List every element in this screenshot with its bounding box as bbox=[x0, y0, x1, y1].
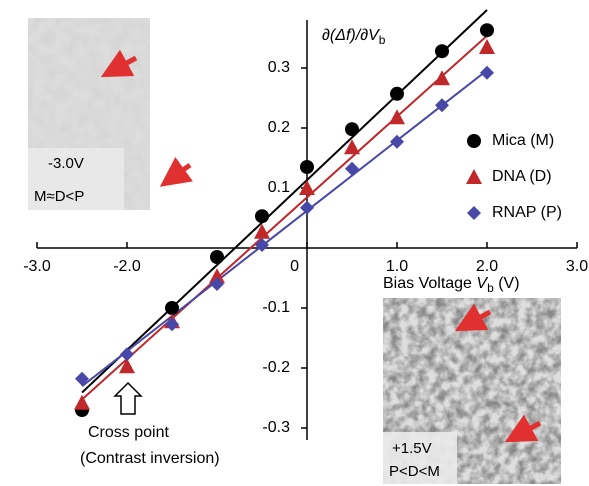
data-point bbox=[255, 238, 269, 252]
y-tick-label: 0.1 bbox=[268, 179, 290, 196]
data-point bbox=[390, 86, 404, 101]
cross-point-arrow bbox=[113, 381, 143, 415]
x-axis-title: Bias Voltage Vb (V) bbox=[383, 275, 520, 295]
fit-line bbox=[81, 34, 488, 401]
legend-marker bbox=[466, 169, 482, 184]
x-axis-title-part: (V) bbox=[494, 275, 520, 292]
y-tick-label: 0.3 bbox=[268, 59, 290, 76]
legend-marker bbox=[467, 134, 481, 148]
data-point bbox=[254, 223, 270, 239]
inset-voltage: -3.0V bbox=[48, 155, 84, 172]
data-point bbox=[344, 139, 360, 155]
data-point bbox=[480, 65, 494, 80]
x-axis-title-part: b bbox=[487, 281, 494, 295]
inset-order: M≈D<P bbox=[34, 188, 84, 205]
data-point bbox=[165, 301, 179, 315]
data-point bbox=[389, 109, 405, 125]
y-tick-label: -0.3 bbox=[262, 419, 290, 436]
data-point bbox=[345, 122, 359, 137]
legend-label: DNA (D) bbox=[492, 168, 552, 185]
fit-line bbox=[81, 69, 488, 388]
data-point bbox=[255, 209, 269, 224]
data-point bbox=[209, 268, 225, 284]
afm-inset: +1.5V P<D<M bbox=[383, 298, 561, 484]
data-point bbox=[75, 371, 89, 386]
x-axis-title-part: V bbox=[476, 275, 488, 292]
fit-line bbox=[81, 9, 488, 394]
data-point bbox=[120, 347, 134, 362]
data-point bbox=[435, 98, 449, 113]
data-point bbox=[210, 277, 224, 291]
annotation: Cross point bbox=[88, 424, 169, 441]
inset-order: P<D<M bbox=[389, 463, 440, 480]
x-tick-label: -2.0 bbox=[113, 258, 141, 275]
legend-label: RNAP (P) bbox=[492, 204, 562, 221]
x-tick-label: 1.0 bbox=[386, 258, 408, 275]
legend-label: Mica (M) bbox=[492, 132, 554, 149]
inset-voltage: +1.5V bbox=[392, 440, 432, 457]
y-axis-title: ∂(Δf)/∂Vb bbox=[322, 27, 386, 47]
y-axis-title-main: ∂(Δf)/∂V bbox=[322, 27, 380, 44]
annotation: (Contrast inversion) bbox=[80, 450, 220, 467]
data-point bbox=[74, 394, 90, 410]
x-tick-label: 0 bbox=[290, 258, 299, 275]
y-tick-label: -0.2 bbox=[262, 359, 290, 376]
data-point bbox=[479, 39, 495, 54]
data-point bbox=[480, 23, 494, 38]
data-point bbox=[119, 358, 135, 374]
data-point bbox=[435, 44, 449, 59]
data-point bbox=[300, 200, 314, 215]
x-tick-label: 3.0 bbox=[566, 258, 588, 275]
x-tick-label: -3.0 bbox=[23, 258, 51, 275]
data-point bbox=[345, 161, 359, 176]
data-point bbox=[165, 317, 179, 332]
x-tick-label: 2.0 bbox=[476, 258, 498, 275]
x-axis-title-part: Bias Voltage bbox=[383, 275, 476, 292]
y-tick-label: 0.2 bbox=[268, 119, 290, 136]
afm-inset: -3.0V M≈D<P bbox=[28, 18, 193, 210]
data-point bbox=[210, 250, 224, 264]
legend-marker bbox=[467, 206, 481, 220]
data-point bbox=[434, 70, 450, 86]
y-tick-label: -0.1 bbox=[262, 299, 290, 316]
data-point bbox=[390, 134, 404, 149]
data-point bbox=[300, 160, 314, 174]
data-point bbox=[299, 180, 315, 195]
y-axis-title-sub: b bbox=[379, 33, 386, 47]
